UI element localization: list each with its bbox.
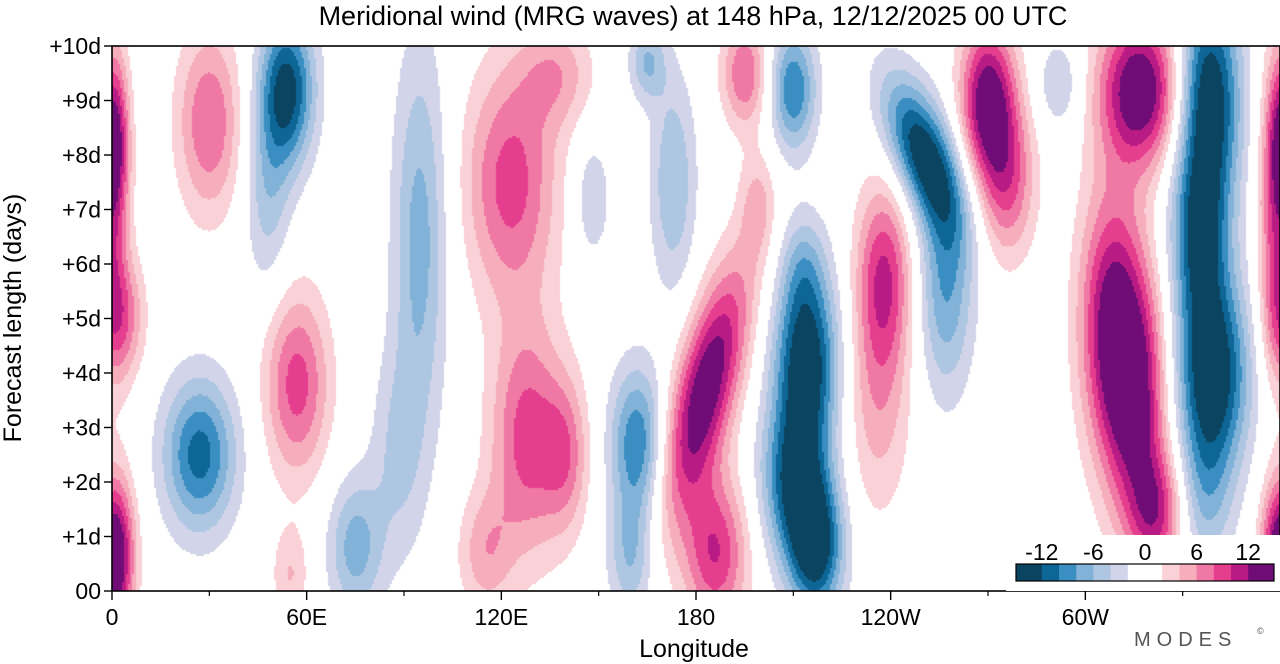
colorbar-cell-2 xyxy=(1059,564,1077,581)
modes-logo: MODES © xyxy=(1134,626,1264,651)
y-tick-label-3: +3d xyxy=(62,415,101,441)
y-tick-label-2: +2d xyxy=(62,469,101,495)
colorbar-ticks: -12 -6 0 6 12 xyxy=(1025,539,1261,565)
x-axis: 0 60E 120E 180 120W 60W xyxy=(106,591,1184,630)
modes-logo-text: MODES xyxy=(1134,629,1237,651)
colorbar-backdrop xyxy=(1006,535,1280,591)
chart-title: Meridional wind (MRG waves) at 148 hPa, … xyxy=(319,1,1068,31)
modes-logo-mark: © xyxy=(1257,626,1264,636)
plot-area xyxy=(111,45,1280,592)
colorbar-cell-8 xyxy=(1162,564,1180,581)
colorbar-cell-0 xyxy=(1016,564,1043,581)
y-tick-label-7: +7d xyxy=(62,197,101,223)
colorbar-tick-label-2: 0 xyxy=(1139,539,1152,565)
colorbar-cell-13 xyxy=(1248,564,1275,581)
y-tick-label-5: +5d xyxy=(62,306,101,332)
colorbar-tick-label-4: 12 xyxy=(1235,539,1261,565)
y-axis: 00 +1d +2d +3d +4d +5d +6d +7d +8d +9d +10d xyxy=(49,33,112,604)
colorbar-cell-9 xyxy=(1179,564,1197,581)
heatmap-field xyxy=(112,46,1280,591)
colorbar-tick-label-0: -12 xyxy=(1025,539,1058,565)
x-tick-label-2: 120E xyxy=(474,604,528,630)
colorbar-cells xyxy=(1016,564,1275,581)
colorbar-cell-6 xyxy=(1127,564,1146,581)
colorbar-cell-7 xyxy=(1145,564,1163,581)
colorbar-cell-3 xyxy=(1076,564,1094,581)
x-tick-label-3: 180 xyxy=(677,604,715,630)
colorbar: -12 -6 0 6 12 xyxy=(1006,535,1280,591)
colorbar-cell-4 xyxy=(1093,564,1111,581)
x-tick-label-0: 0 xyxy=(106,604,119,630)
y-tick-label-8: +8d xyxy=(62,142,101,168)
x-axis-label: Longitude xyxy=(639,635,749,663)
colorbar-cell-11 xyxy=(1213,564,1232,581)
y-tick-label-4: +4d xyxy=(62,360,101,386)
colorbar-cell-1 xyxy=(1041,564,1060,581)
y-tick-label-6: +6d xyxy=(62,251,101,277)
y-tick-label-1: +1d xyxy=(62,524,101,550)
y-tick-label-0: 00 xyxy=(75,578,101,604)
colorbar-tick-label-3: 6 xyxy=(1190,539,1203,565)
x-tick-label-1: 60E xyxy=(286,604,327,630)
x-tick-label-4: 120W xyxy=(861,604,921,630)
x-tick-label-5: 60W xyxy=(1062,604,1110,630)
colorbar-cell-10 xyxy=(1196,564,1215,581)
y-tick-label-10: +10d xyxy=(49,33,101,59)
y-tick-label-9: +9d xyxy=(62,88,101,114)
colorbar-cell-12 xyxy=(1231,564,1249,581)
colorbar-cell-5 xyxy=(1110,564,1129,581)
colorbar-frame xyxy=(1015,563,1275,582)
y-axis-label: Forecast length (days) xyxy=(0,194,27,443)
colorbar-tick-label-1: -6 xyxy=(1083,539,1103,565)
